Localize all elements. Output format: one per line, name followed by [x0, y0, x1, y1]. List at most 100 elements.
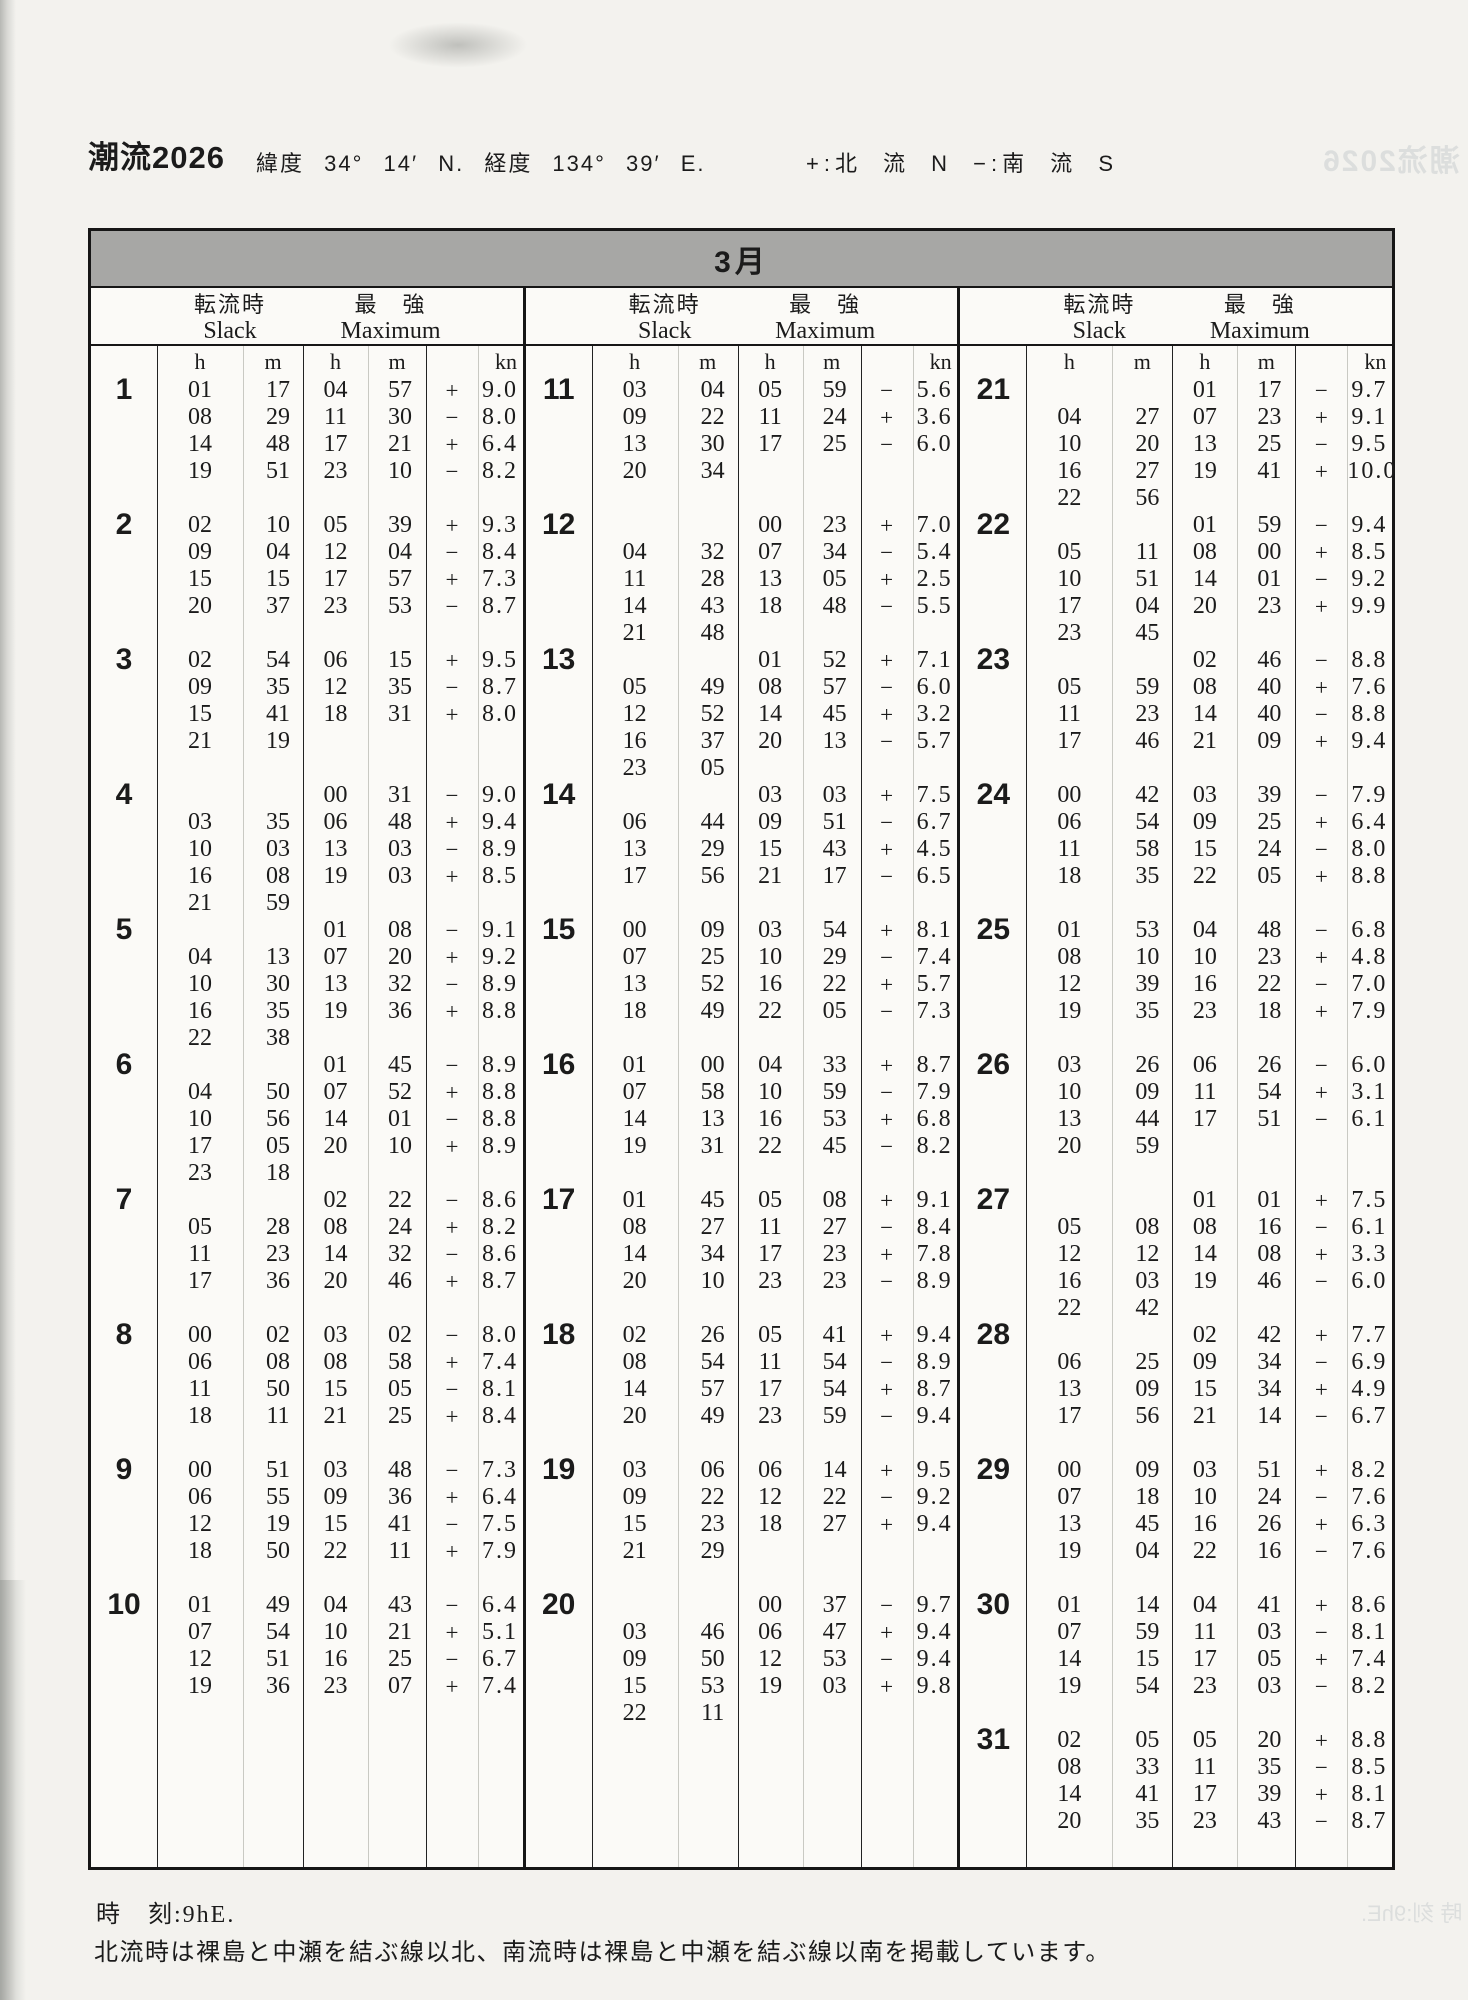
max-knots: 9.0	[482, 782, 518, 808]
day-number: 9	[115, 1453, 133, 1486]
max-hour: 22	[1192, 1538, 1217, 1564]
slack-hour: 10	[1057, 431, 1082, 457]
max-hour	[1172, 1133, 1237, 1160]
slack-hour: 07	[188, 1619, 212, 1645]
slack-minute: 09	[1135, 1457, 1160, 1483]
max-knots: 7.9	[1351, 998, 1388, 1024]
slack-hour: 21	[188, 890, 212, 916]
flow-sign: −	[1314, 1350, 1328, 1375]
tide-row: 06 08 08 58 +7.4	[157, 1349, 523, 1376]
slack-minute: 06	[700, 1457, 725, 1483]
max-knots: 9.5	[482, 647, 518, 673]
tide-row: 10 30 13 32 −8.9	[157, 971, 523, 998]
slack-minute: 00	[700, 1052, 725, 1078]
slack-minute: 17	[266, 377, 290, 403]
max-knots: 8.8	[482, 1106, 518, 1132]
max-knots	[478, 890, 522, 917]
slack-hour: 09	[188, 674, 212, 700]
max-hour: 13	[758, 566, 783, 592]
flow-sign: +	[880, 1620, 894, 1645]
tide-row: 01 17 −9.7	[1026, 377, 1392, 404]
max-minute: 23	[822, 1268, 847, 1294]
max-minute	[803, 1700, 861, 1727]
slack-hour: 01	[1057, 917, 1082, 943]
tide-row: 08 29 11 30 −8.0	[157, 404, 523, 431]
flow-sign: −	[1314, 1107, 1328, 1132]
coverage-note: 北流時は裸島と中瀬を結ぶ線以北、南流時は裸島と中瀬を結ぶ線以南を掲載しています。	[94, 1940, 1111, 1966]
slack-hour: 23	[188, 1160, 212, 1186]
max-hour: 22	[323, 1538, 348, 1564]
flow-sign: −	[445, 783, 459, 808]
slack-hour: 08	[622, 1214, 647, 1240]
flow-sign: +	[880, 972, 894, 997]
day-rows: 03 26 06 26−6.0 10 09 11 54 +3.1 13 44 17 51−6.1 20 59	[960, 1052, 1392, 1160]
max-hour: 20	[323, 1133, 348, 1159]
tide-row: 05 28 08 24 +8.2	[157, 1214, 523, 1241]
max-knots	[913, 1700, 957, 1727]
flow-sign: −	[445, 1053, 459, 1078]
flow-sign: +	[445, 1485, 459, 1510]
tide-row: 00 02 03 02 −8.0	[157, 1322, 523, 1349]
tide-row: 02 10 05 39 +9.3	[157, 512, 523, 539]
slack-hour: 02	[188, 647, 212, 673]
max-minute: 11	[388, 1538, 412, 1564]
slack-hour: 09	[622, 1646, 647, 1672]
flow-sign: +	[1314, 945, 1328, 970]
slack-hour: 03	[622, 377, 647, 403]
slack-minute	[1112, 1187, 1172, 1214]
day-26: 26 03 26 06 26−6.0 10 09 11 54 +3.1 13 44 17 51−6.1 20…	[960, 1049, 1392, 1187]
flow-sign: −	[445, 972, 459, 997]
tide-row: 16 37 20 13 −5.7	[592, 728, 958, 755]
flow-sign: +	[880, 567, 894, 592]
max-knots: 8.1	[1351, 1619, 1388, 1645]
max-minute: 23	[822, 1241, 847, 1267]
slack-minute	[243, 1052, 303, 1079]
slack-hour	[592, 647, 678, 674]
slack-hour: 19	[188, 458, 212, 484]
max-knots: 8.7	[916, 1052, 953, 1078]
tide-row: 08 33 11 35 −8.5	[1026, 1754, 1392, 1781]
flow-sign: +	[445, 810, 459, 835]
flow-sign	[426, 1025, 478, 1052]
max-hour: 01	[1192, 512, 1217, 538]
column-grid: h m h m kn 21 01 17−9.7 04 27 07 23 +9.1 10 20 13 25−9.5…	[960, 346, 1395, 1867]
flow-sign: +	[880, 918, 894, 943]
max-minute: 03	[1257, 1673, 1282, 1699]
max-hour: 07	[323, 1079, 348, 1105]
slack-hour: 13	[622, 836, 647, 862]
tide-row: 11 28 13 05 +2.5	[592, 566, 958, 593]
slack-minute: 50	[266, 1538, 290, 1564]
max-knots: 9.5	[916, 1457, 953, 1483]
slack-minute: 53	[700, 1673, 725, 1699]
slack-label-en: Slack	[638, 318, 692, 344]
slack-minute: 56	[700, 863, 725, 889]
tide-row: 01 45 05 08 +9.1	[592, 1187, 958, 1214]
flow-sign: −	[880, 945, 894, 970]
max-knots	[478, 1025, 522, 1052]
slack-minute: 18	[266, 1160, 290, 1186]
slack-hour: 12	[188, 1646, 212, 1672]
slack-minute: 25	[700, 944, 725, 970]
tide-row: 12 52 14 45 +3.2	[592, 701, 958, 728]
slack-hour: 19	[1057, 1673, 1082, 1699]
day-rows: 02 10 05 39 +9.3 09 04 12 04−8.4 15 15 17 57 +7.3 20 37…	[91, 512, 523, 620]
max-hour: 01	[323, 1052, 348, 1078]
max-hour: 23	[323, 1673, 348, 1699]
day-23: 23 02 46−8.8 05 59 08 40 +7.6 11 23 14 40−8.8 17 46 21…	[960, 644, 1392, 782]
max-hour: 13	[323, 971, 348, 997]
slack-hour: 15	[188, 701, 212, 727]
flow-sign: +	[1314, 1782, 1328, 1807]
slack-minute: 03	[1135, 1268, 1160, 1294]
flow-sign: −	[880, 594, 894, 619]
max-minute: 57	[388, 377, 412, 403]
tide-row: 17 36 20 46 +8.7	[157, 1268, 523, 1295]
max-hour: 19	[758, 1673, 783, 1699]
month-column-3: 転流時 Slack 最 強 Maximum h m h m kn 21 01 17−9.7 04 27 07…	[957, 288, 1395, 1867]
max-minute: 24	[1257, 836, 1282, 862]
tide-row: 06 55 09 36 +6.4	[157, 1484, 523, 1511]
max-knots: 7.4	[1351, 1646, 1388, 1672]
unit-minute: m	[823, 348, 841, 374]
max-knots: 7.5	[482, 1511, 518, 1537]
max-minute	[803, 755, 861, 782]
maximum-header: 最 強 Maximum	[303, 292, 478, 344]
